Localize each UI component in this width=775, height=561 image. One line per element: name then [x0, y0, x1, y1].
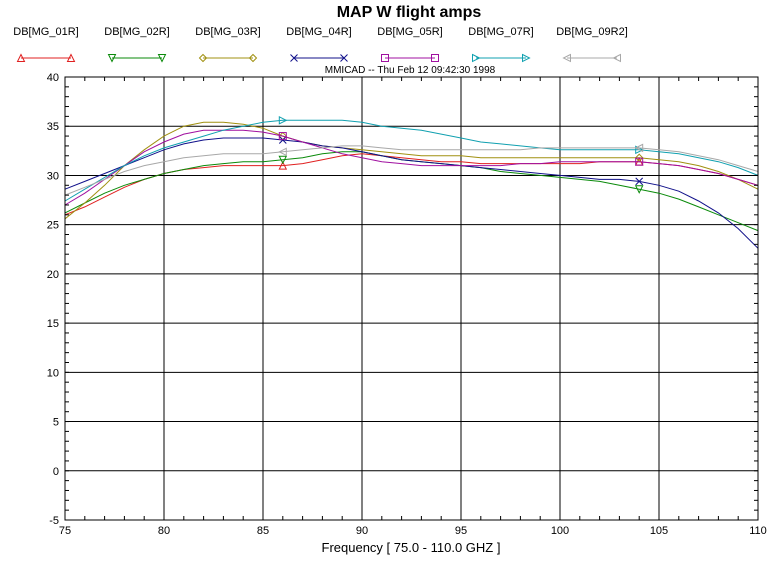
- x-tick-label: 80: [158, 525, 170, 537]
- diamond-marker: [248, 53, 258, 63]
- series-3: [64, 121, 759, 220]
- diamond-marker: [198, 53, 208, 63]
- series-5: [64, 129, 759, 206]
- y-tick-label: 25: [47, 220, 59, 232]
- y-tick-label: 5: [53, 417, 59, 429]
- legend-label: DB[MG_07R]: [468, 26, 533, 38]
- y-tick-label: 20: [47, 269, 59, 281]
- y-tick-label: 0: [53, 466, 59, 478]
- triangle-down-marker: [107, 54, 117, 63]
- triangle-up-marker: [66, 53, 76, 62]
- triangle-right-marker: [522, 53, 531, 63]
- square-marker: [635, 157, 644, 166]
- x-tick-label: 105: [650, 525, 668, 537]
- x-tick-label: 75: [59, 525, 71, 537]
- triangle-down-marker: [634, 185, 644, 194]
- legend: DB[MG_01R] DB[MG_02R] DB[MG_03R] DB[MG_04R]…: [13, 26, 628, 63]
- y-tick-label: 15: [47, 318, 59, 330]
- triangle-left-marker: [612, 53, 621, 63]
- legend-label: DB[MG_04R]: [286, 26, 351, 38]
- x-tick-label: 95: [455, 525, 467, 537]
- series-layer: [64, 116, 759, 249]
- legend-item-6: DB[MG_07R]: [468, 26, 534, 63]
- series-line: [64, 129, 759, 206]
- triangle-left-marker: [278, 147, 287, 157]
- legend-item-5: DB[MG_05R]: [377, 26, 443, 62]
- triangle-right-marker: [278, 116, 288, 125]
- chart-title: MAP W flight amps: [337, 4, 482, 21]
- grid: [65, 77, 758, 520]
- legend-item-2: DB[MG_02R]: [104, 26, 170, 63]
- square-marker: [431, 54, 439, 62]
- series-line: [64, 145, 759, 196]
- legend-item-7: DB[MG_09R2]: [556, 26, 628, 63]
- axis-ticks: 75 80 85 90 95 100 105 110 -5 0 5 10 15 20 25 30 35 40: [47, 72, 767, 537]
- legend-label: DB[MG_05R]: [377, 26, 442, 38]
- legend-label: DB[MG_01R]: [13, 26, 78, 38]
- y-tick-label: 40: [47, 72, 59, 84]
- x-tick-label: 100: [551, 525, 569, 537]
- y-tick-label: -5: [49, 515, 59, 527]
- triangle-up-marker: [16, 53, 26, 62]
- x-axis-label: Frequency [ 75.0 - 110.0 GHZ ]: [322, 540, 501, 555]
- legend-label: DB[MG_09R2]: [556, 26, 628, 38]
- x-tick-label: 90: [356, 525, 368, 537]
- triangle-down-marker: [157, 54, 167, 63]
- legend-item-1: DB[MG_01R]: [13, 26, 79, 62]
- y-tick-label: 10: [47, 367, 59, 379]
- x-tick-label: 85: [257, 525, 269, 537]
- legend-item-3: DB[MG_03R]: [195, 26, 261, 63]
- square-marker: [381, 54, 389, 62]
- x-tick-label: 110: [749, 525, 767, 537]
- bowtie-marker: [290, 54, 298, 62]
- square-marker: [278, 132, 287, 141]
- legend-item-4: DB[MG_04R]: [286, 26, 352, 62]
- series-line: [64, 137, 759, 249]
- plot-frame: [64, 76, 759, 521]
- legend-label: DB[MG_02R]: [104, 26, 169, 38]
- series-7: [64, 143, 759, 196]
- series-line: [64, 121, 759, 220]
- y-tick-label: 30: [47, 170, 59, 182]
- triangle-down-marker: [278, 155, 288, 165]
- triangle-up-marker: [278, 160, 288, 170]
- triangle-right-marker: [472, 53, 481, 63]
- chart-subtitle: MMICAD -- Thu Feb 12 09:42:30 1998: [325, 65, 496, 76]
- bowtie-marker: [340, 54, 348, 62]
- triangle-left-marker: [562, 53, 571, 63]
- bowtie-marker: [635, 177, 644, 186]
- y-tick-label: 35: [47, 121, 59, 133]
- legend-label: DB[MG_03R]: [195, 26, 260, 38]
- triangle-left-marker: [634, 143, 644, 153]
